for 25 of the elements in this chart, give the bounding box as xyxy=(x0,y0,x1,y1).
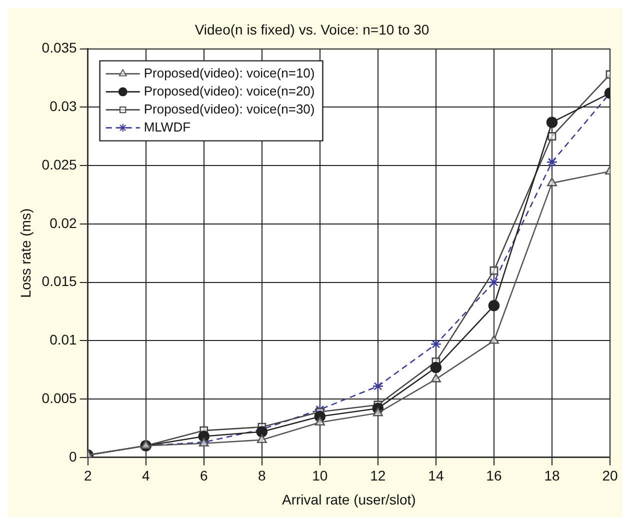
x-tick-label: 2 xyxy=(84,468,92,484)
y-tick-label: 0.035 xyxy=(42,40,78,56)
y-axis-title: Loss rate (ms) xyxy=(17,208,34,298)
x-tick-label: 6 xyxy=(200,468,208,484)
legend-label: Proposed(video): voice(n=10) xyxy=(144,65,315,80)
y-tick-label: 0.015 xyxy=(42,273,78,290)
legend-label: Proposed(video): voice(n=20) xyxy=(144,83,315,98)
y-tick-label: 0.02 xyxy=(50,214,78,231)
y-tick-label: 0.025 xyxy=(42,156,78,172)
x-tick-label: 12 xyxy=(370,468,386,484)
chart-title: Video(n is fixed) vs. Voice: n=10 to 30 xyxy=(194,21,430,38)
x-axis-title: Arrival rate (user/slot) xyxy=(282,491,416,508)
x-tick-label: 16 xyxy=(486,468,502,484)
x-tick-label: 20 xyxy=(602,468,618,484)
x-tick-label: 10 xyxy=(312,468,328,484)
y-tick-label: 0.01 xyxy=(50,332,78,348)
y-tick-label: 0.03 xyxy=(50,98,78,114)
x-tick-label: 14 xyxy=(428,468,444,484)
x-tick-label: 18 xyxy=(544,468,560,484)
x-tick-label: 4 xyxy=(142,468,150,484)
legend-label: Proposed(video): voice(n=30) xyxy=(144,101,315,116)
y-tick-label: 0.005 xyxy=(42,390,78,406)
legend-label: MLWDF xyxy=(144,119,191,134)
x-tick-label: 8 xyxy=(258,468,266,484)
y-tick-label: 0 xyxy=(69,448,78,464)
